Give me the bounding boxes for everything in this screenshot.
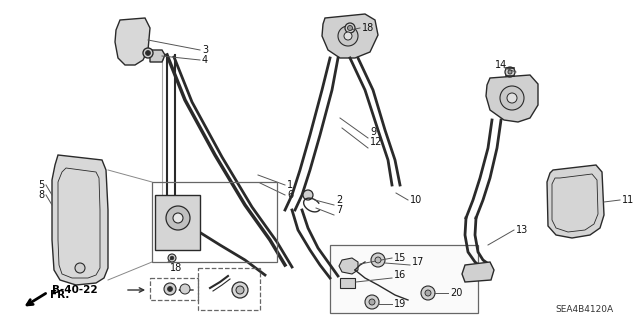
Polygon shape [547, 165, 604, 238]
Circle shape [143, 48, 153, 58]
Circle shape [369, 299, 375, 305]
Circle shape [371, 253, 385, 267]
Circle shape [168, 254, 176, 262]
Text: SEA4B4120A: SEA4B4120A [555, 306, 613, 315]
Circle shape [145, 50, 150, 56]
Bar [150, 278, 198, 300]
Text: 5: 5 [38, 180, 44, 190]
Circle shape [338, 26, 358, 46]
Text: 3: 3 [202, 45, 208, 55]
Circle shape [168, 286, 173, 292]
Text: B-40-22: B-40-22 [52, 285, 98, 295]
Text: 13: 13 [516, 225, 528, 235]
Polygon shape [115, 18, 150, 65]
Text: 18: 18 [170, 263, 182, 273]
Text: 6: 6 [287, 190, 293, 200]
Circle shape [344, 32, 352, 40]
Circle shape [170, 256, 174, 260]
Text: 11: 11 [622, 195, 634, 205]
Circle shape [505, 67, 515, 77]
Circle shape [500, 86, 524, 110]
Circle shape [164, 283, 176, 295]
Text: 19: 19 [394, 299, 406, 309]
Bar [330, 245, 478, 313]
Text: 16: 16 [394, 270, 406, 280]
Text: 9: 9 [370, 127, 376, 137]
Text: 8: 8 [38, 190, 44, 200]
Polygon shape [322, 14, 378, 58]
Circle shape [345, 23, 355, 33]
Text: 10: 10 [410, 195, 422, 205]
Polygon shape [339, 258, 358, 274]
Bar [152, 182, 277, 262]
Circle shape [507, 93, 517, 103]
Bar [340, 278, 355, 288]
Polygon shape [150, 50, 165, 62]
Text: 14: 14 [495, 60, 508, 70]
Text: 1: 1 [287, 180, 293, 190]
Bar [198, 268, 260, 310]
Text: FR.: FR. [50, 290, 69, 300]
Circle shape [166, 206, 190, 230]
Circle shape [173, 213, 183, 223]
Circle shape [75, 263, 85, 273]
Circle shape [421, 286, 435, 300]
Text: 2: 2 [336, 195, 342, 205]
Circle shape [232, 282, 248, 298]
Circle shape [303, 190, 313, 200]
Polygon shape [462, 262, 494, 282]
Text: 4: 4 [202, 55, 208, 65]
Circle shape [180, 284, 190, 294]
FancyBboxPatch shape [155, 195, 200, 250]
Circle shape [365, 295, 379, 309]
Text: 7: 7 [336, 205, 342, 215]
Circle shape [236, 286, 244, 294]
Circle shape [425, 290, 431, 296]
Text: 17: 17 [412, 257, 424, 267]
Polygon shape [52, 155, 108, 285]
Circle shape [508, 70, 512, 74]
Text: 15: 15 [394, 253, 406, 263]
Circle shape [348, 26, 353, 31]
Polygon shape [486, 75, 538, 122]
Circle shape [375, 257, 381, 263]
Text: 12: 12 [370, 137, 382, 147]
Text: 20: 20 [450, 288, 462, 298]
Text: 18: 18 [362, 23, 374, 33]
